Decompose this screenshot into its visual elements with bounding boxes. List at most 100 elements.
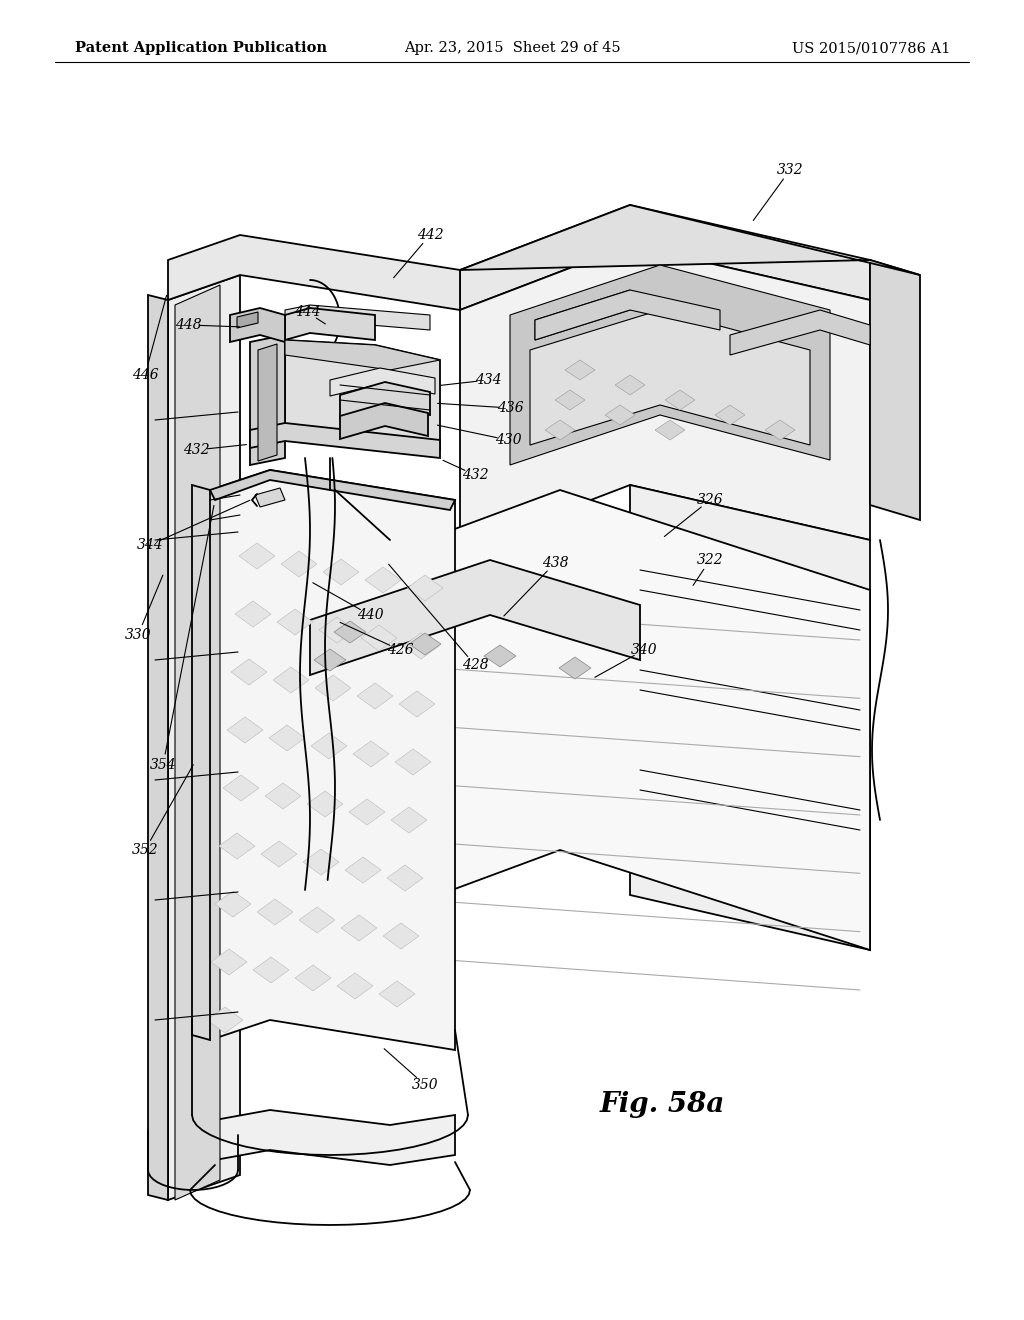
Polygon shape — [337, 973, 373, 999]
Text: 352: 352 — [132, 843, 159, 857]
Text: 430: 430 — [495, 433, 521, 447]
Polygon shape — [630, 484, 870, 950]
Polygon shape — [193, 484, 210, 1040]
Polygon shape — [215, 1110, 455, 1166]
Text: 436: 436 — [497, 401, 523, 414]
Polygon shape — [361, 624, 397, 651]
Polygon shape — [239, 543, 275, 569]
Polygon shape — [559, 657, 591, 678]
Polygon shape — [409, 634, 441, 655]
Polygon shape — [281, 550, 317, 577]
Text: 340: 340 — [631, 643, 657, 657]
Polygon shape — [227, 717, 263, 743]
Polygon shape — [407, 576, 443, 601]
Polygon shape — [307, 791, 343, 817]
Polygon shape — [345, 857, 381, 883]
Polygon shape — [207, 1007, 243, 1034]
Polygon shape — [460, 205, 920, 275]
Polygon shape — [278, 609, 313, 635]
Polygon shape — [615, 375, 645, 395]
Polygon shape — [545, 420, 575, 440]
Text: 354: 354 — [150, 758, 176, 772]
Text: 440: 440 — [356, 609, 383, 622]
Polygon shape — [391, 807, 427, 833]
Polygon shape — [269, 725, 305, 751]
Polygon shape — [379, 981, 415, 1007]
Polygon shape — [219, 833, 255, 859]
Polygon shape — [168, 275, 240, 1200]
Polygon shape — [399, 690, 435, 717]
Polygon shape — [250, 335, 285, 465]
Polygon shape — [211, 949, 247, 975]
Polygon shape — [334, 620, 366, 643]
Polygon shape — [290, 490, 870, 950]
Polygon shape — [605, 405, 635, 425]
Text: 332: 332 — [776, 162, 803, 177]
Text: 326: 326 — [696, 492, 723, 507]
Polygon shape — [715, 405, 745, 425]
Polygon shape — [303, 849, 339, 875]
Text: 446: 446 — [132, 368, 159, 381]
Text: 432: 432 — [182, 444, 209, 457]
Text: Patent Application Publication: Patent Application Publication — [75, 41, 327, 55]
Text: 448: 448 — [175, 318, 202, 333]
Polygon shape — [665, 389, 695, 411]
Polygon shape — [285, 305, 430, 330]
Polygon shape — [395, 748, 431, 775]
Polygon shape — [253, 957, 289, 983]
Text: 330: 330 — [125, 628, 152, 642]
Polygon shape — [148, 294, 168, 1200]
Polygon shape — [314, 649, 346, 671]
Polygon shape — [341, 915, 377, 941]
Polygon shape — [565, 360, 595, 380]
Text: Apr. 23, 2015  Sheet 29 of 45: Apr. 23, 2015 Sheet 29 of 45 — [403, 41, 621, 55]
Polygon shape — [510, 265, 830, 465]
Polygon shape — [357, 682, 393, 709]
Polygon shape — [295, 965, 331, 991]
Polygon shape — [535, 290, 630, 341]
Polygon shape — [484, 645, 516, 667]
Polygon shape — [265, 783, 301, 809]
Polygon shape — [168, 235, 460, 310]
Text: 322: 322 — [696, 553, 723, 568]
Polygon shape — [210, 470, 455, 1049]
Polygon shape — [258, 345, 278, 461]
Polygon shape — [234, 601, 271, 627]
Polygon shape — [250, 422, 440, 458]
Polygon shape — [230, 308, 285, 342]
Polygon shape — [285, 341, 440, 450]
Polygon shape — [330, 368, 435, 396]
Polygon shape — [349, 799, 385, 825]
Text: 344: 344 — [136, 539, 163, 552]
Polygon shape — [210, 470, 455, 510]
Polygon shape — [655, 420, 685, 440]
Polygon shape — [555, 389, 585, 411]
Polygon shape — [387, 865, 423, 891]
Polygon shape — [285, 341, 440, 370]
Polygon shape — [460, 246, 870, 550]
Polygon shape — [215, 891, 251, 917]
Polygon shape — [315, 675, 351, 701]
Text: 444: 444 — [294, 305, 321, 319]
Text: US 2015/0107786 A1: US 2015/0107786 A1 — [792, 41, 950, 55]
Polygon shape — [310, 560, 640, 675]
Polygon shape — [323, 558, 359, 585]
Polygon shape — [255, 488, 285, 507]
Text: 428: 428 — [462, 657, 488, 672]
Polygon shape — [231, 659, 267, 685]
Polygon shape — [383, 923, 419, 949]
Polygon shape — [223, 775, 259, 801]
Polygon shape — [290, 590, 310, 950]
Text: 434: 434 — [475, 374, 502, 387]
Polygon shape — [311, 733, 347, 759]
Text: 432: 432 — [462, 469, 488, 482]
Polygon shape — [730, 310, 870, 355]
Polygon shape — [353, 741, 389, 767]
Polygon shape — [340, 381, 430, 418]
Polygon shape — [237, 312, 258, 327]
Polygon shape — [765, 420, 795, 440]
Polygon shape — [530, 310, 810, 445]
Text: 350: 350 — [412, 1078, 438, 1092]
Text: Fig. 58a: Fig. 58a — [600, 1092, 725, 1118]
Polygon shape — [285, 308, 375, 341]
